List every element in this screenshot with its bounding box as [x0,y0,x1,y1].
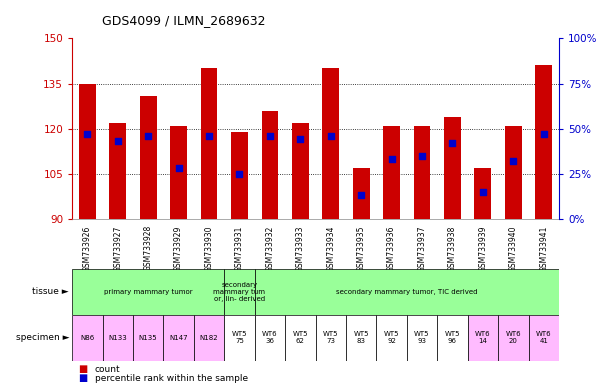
Text: WT6
36: WT6 36 [262,331,278,344]
Bar [444,117,461,219]
Bar [79,84,96,219]
Text: N182: N182 [200,335,218,341]
Text: N135: N135 [139,335,157,341]
Point [113,138,123,144]
Text: WT5
83: WT5 83 [353,331,369,344]
Text: WT5
96: WT5 96 [445,331,460,344]
Bar [133,315,163,361]
Bar [224,269,255,315]
Bar [528,315,559,361]
Point [174,165,183,171]
Point [234,170,244,177]
Bar [413,126,430,219]
Bar [194,315,224,361]
Point [478,189,487,195]
Point [356,192,366,199]
Bar [170,126,187,219]
Text: ■: ■ [78,373,87,383]
Bar [261,111,278,219]
Point [326,133,335,139]
Bar [140,96,156,219]
Bar [322,68,339,219]
Bar [316,315,346,361]
Bar [72,269,224,315]
Bar [231,132,248,219]
Bar [346,315,376,361]
Bar [383,126,400,219]
Bar [438,315,468,361]
Text: tissue ►: tissue ► [32,287,69,296]
Point [82,131,92,137]
Bar [407,315,438,361]
Text: ■: ■ [78,364,87,374]
Text: GDS4099 / ILMN_2689632: GDS4099 / ILMN_2689632 [102,14,266,27]
Bar [505,126,522,219]
Text: specimen ►: specimen ► [16,333,69,343]
Text: N133: N133 [108,335,127,341]
Point [508,158,518,164]
Bar [292,122,309,219]
Point [387,156,397,162]
Bar [498,315,528,361]
Text: count: count [95,365,121,374]
Text: secondary
mammary tum
or, lin- derived: secondary mammary tum or, lin- derived [213,282,266,302]
Text: percentile rank within the sample: percentile rank within the sample [95,374,248,383]
Bar [376,315,407,361]
Point [296,136,305,142]
Bar [224,315,255,361]
Bar [353,168,370,219]
Bar [535,65,552,219]
Text: WT6
14: WT6 14 [475,331,490,344]
Point [265,133,275,139]
Text: WT5
92: WT5 92 [384,331,399,344]
Text: WT5
73: WT5 73 [323,331,338,344]
Point [539,131,549,137]
Point [144,133,153,139]
Bar [103,315,133,361]
Bar [468,315,498,361]
Text: secondary mammary tumor, TIC derived: secondary mammary tumor, TIC derived [336,289,478,295]
Bar [163,315,194,361]
Text: WT5
62: WT5 62 [293,331,308,344]
Text: WT6
41: WT6 41 [536,331,552,344]
Bar [475,168,491,219]
Bar [109,122,126,219]
Text: WT5
75: WT5 75 [232,331,247,344]
Text: primary mammary tumor: primary mammary tumor [104,289,192,295]
Text: N86: N86 [80,335,94,341]
Bar [285,315,316,361]
Bar [255,315,285,361]
Point [417,152,427,159]
Bar [255,269,559,315]
Point [204,133,214,139]
Bar [201,68,218,219]
Text: WT6
20: WT6 20 [505,331,521,344]
Bar [72,315,103,361]
Point [448,140,457,146]
Text: WT5
93: WT5 93 [414,331,430,344]
Text: N147: N147 [169,335,188,341]
